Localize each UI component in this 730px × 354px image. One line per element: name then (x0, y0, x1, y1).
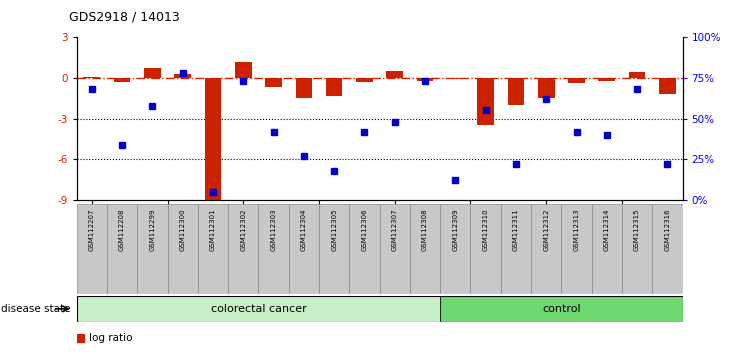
Text: GSM112299: GSM112299 (150, 208, 155, 251)
Bar (501, 204, 531, 294)
Bar (168, 204, 198, 294)
Bar (204, 78, 221, 200)
Bar (380, 204, 410, 294)
Bar (471, 204, 501, 294)
Text: colorectal cancer: colorectal cancer (210, 304, 307, 314)
Text: GSM112303: GSM112303 (271, 208, 277, 251)
Text: GSM112300: GSM112300 (180, 208, 185, 251)
Bar (410, 204, 440, 294)
Bar (531, 204, 561, 294)
Bar (561, 204, 592, 294)
Text: GDS2918 / 14013: GDS2918 / 14013 (69, 11, 180, 24)
Bar (265, 78, 282, 87)
Bar (198, 204, 228, 294)
Bar (319, 204, 350, 294)
Bar (507, 78, 524, 105)
Bar (477, 78, 494, 125)
Bar (289, 204, 319, 294)
Bar (326, 78, 342, 96)
Bar (568, 78, 585, 83)
Bar (144, 68, 161, 78)
Bar (235, 62, 252, 78)
Bar (137, 204, 168, 294)
Bar (440, 296, 683, 322)
Bar (107, 204, 137, 294)
Bar (228, 204, 258, 294)
Text: GSM112314: GSM112314 (604, 208, 610, 251)
Bar (417, 78, 434, 81)
Text: GSM112305: GSM112305 (331, 208, 337, 251)
Bar (77, 204, 107, 294)
Text: GSM112302: GSM112302 (240, 208, 246, 251)
Bar (447, 78, 464, 79)
Bar (386, 71, 403, 78)
Text: GSM112312: GSM112312 (543, 208, 549, 251)
Text: GSM112301: GSM112301 (210, 208, 216, 251)
Text: GSM112306: GSM112306 (361, 208, 367, 251)
Text: disease state: disease state (1, 304, 71, 314)
Bar (629, 73, 645, 78)
Text: GSM112311: GSM112311 (513, 208, 519, 251)
Bar (350, 204, 380, 294)
Bar (622, 204, 653, 294)
Bar (538, 78, 555, 98)
Bar (592, 204, 622, 294)
Bar (356, 78, 373, 82)
Text: GSM112308: GSM112308 (422, 208, 428, 251)
Text: GSM112208: GSM112208 (119, 208, 125, 251)
Text: control: control (542, 304, 580, 314)
Text: GSM112315: GSM112315 (634, 208, 640, 251)
Bar (296, 78, 312, 98)
Bar (653, 204, 683, 294)
Bar (83, 76, 100, 78)
Text: GSM112316: GSM112316 (664, 208, 670, 251)
Bar (114, 78, 131, 82)
Bar (599, 78, 615, 81)
Text: GSM112313: GSM112313 (574, 208, 580, 251)
Text: GSM112310: GSM112310 (483, 208, 488, 251)
Text: GSM112307: GSM112307 (392, 208, 398, 251)
Text: GSM112304: GSM112304 (301, 208, 307, 251)
Bar (440, 204, 471, 294)
Text: GSM112207: GSM112207 (89, 208, 95, 251)
Text: GSM112309: GSM112309 (453, 208, 458, 251)
Bar (174, 74, 191, 78)
Text: log ratio: log ratio (89, 333, 132, 343)
Bar (77, 296, 440, 322)
Bar (258, 204, 289, 294)
Bar (659, 78, 676, 94)
